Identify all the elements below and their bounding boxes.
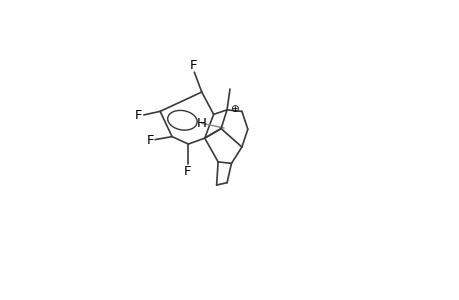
Text: ⊕: ⊕	[230, 104, 238, 114]
Text: F: F	[190, 59, 197, 72]
Text: F: F	[146, 134, 154, 147]
Text: H: H	[196, 117, 206, 130]
Text: F: F	[134, 109, 142, 122]
Text: F: F	[184, 165, 191, 178]
